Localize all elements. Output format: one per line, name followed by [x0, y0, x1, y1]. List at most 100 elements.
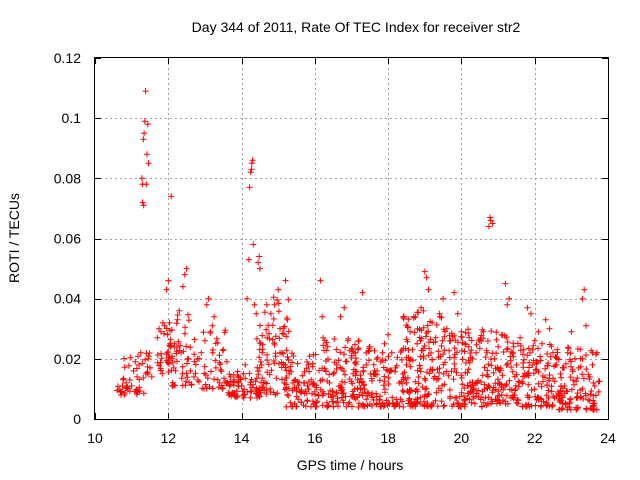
data-point: [429, 367, 436, 374]
data-point: [479, 372, 486, 379]
data-point: [310, 380, 317, 387]
x-tick-label: 20: [454, 430, 470, 446]
data-point: [256, 346, 263, 353]
data-point: [455, 403, 462, 410]
data-point: [211, 376, 217, 383]
data-point: [414, 340, 421, 347]
data-point: [574, 390, 581, 397]
data-point: [540, 378, 546, 385]
data-point: [283, 315, 290, 322]
data-point: [313, 384, 320, 391]
data-point: [179, 370, 186, 377]
data-point: [144, 121, 151, 128]
data-point: [438, 387, 445, 394]
data-point: [276, 335, 283, 342]
data-point: [275, 300, 282, 307]
data-point: [464, 369, 471, 376]
data-point: [354, 346, 361, 353]
data-point: [305, 386, 312, 393]
data-point: [140, 374, 147, 381]
data-point: [148, 373, 155, 380]
data-point: [441, 381, 448, 388]
data-point: [586, 376, 593, 382]
data-point: [325, 391, 332, 398]
data-point: [502, 382, 509, 389]
data-point: [369, 394, 376, 401]
data-point: [163, 351, 170, 358]
data-point: [324, 343, 331, 350]
data-point: [385, 331, 392, 338]
data-point: [194, 377, 201, 383]
data-point: [515, 383, 522, 390]
data-point: [319, 402, 326, 409]
data-point: [240, 370, 247, 377]
data-point: [461, 385, 468, 392]
data-point: [388, 349, 395, 356]
data-point: [488, 396, 495, 403]
data-point: [490, 369, 497, 376]
data-point: [522, 401, 529, 408]
data-point: [400, 345, 407, 352]
data-point: [182, 378, 189, 385]
data-point: [263, 387, 270, 393]
data-point: [400, 388, 407, 395]
data-point: [246, 184, 253, 191]
data-point: [566, 400, 573, 407]
data-point: [277, 349, 283, 356]
data-point: [384, 367, 391, 374]
data-point: [417, 400, 424, 407]
data-point: [337, 349, 344, 356]
data-point: [363, 349, 370, 356]
data-point: [385, 353, 392, 360]
data-point: [333, 366, 340, 372]
data-point: [386, 400, 393, 407]
data-point: [473, 390, 480, 397]
data-point: [535, 345, 541, 352]
y-tick-label: 0.1: [62, 110, 82, 126]
data-point: [446, 347, 453, 354]
data-point: [342, 371, 349, 378]
data-point: [475, 387, 482, 394]
data-point: [568, 386, 575, 393]
data-point: [192, 361, 199, 368]
data-point: [127, 354, 134, 361]
data-point: [174, 312, 181, 318]
data-point: [140, 390, 147, 397]
data-point: [417, 394, 424, 401]
data-point: [435, 354, 442, 361]
data-point: [285, 296, 292, 303]
data-point: [585, 371, 592, 378]
y-tick-label: 0: [73, 411, 81, 427]
data-points: [114, 88, 603, 413]
data-point: [374, 354, 381, 361]
data-point: [121, 355, 127, 362]
data-point: [252, 378, 259, 385]
data-point: [140, 202, 147, 209]
data-point: [284, 391, 291, 398]
data-point: [424, 322, 431, 329]
data-point: [478, 379, 484, 385]
y-tick-label: 0.08: [54, 170, 81, 186]
data-point: [273, 375, 280, 382]
data-point: [441, 402, 448, 409]
data-point: [403, 379, 410, 386]
y-tick-label: 0.04: [54, 291, 81, 307]
data-point: [574, 375, 581, 381]
data-point: [488, 362, 495, 369]
data-point: [235, 373, 242, 380]
data-point: [549, 402, 556, 409]
data-point: [461, 397, 468, 404]
data-point: [305, 361, 312, 368]
data-point: [498, 381, 505, 388]
data-point: [520, 364, 527, 371]
data-point: [502, 280, 509, 287]
data-point: [206, 384, 213, 390]
data-point: [257, 322, 263, 329]
data-point: [124, 384, 131, 390]
data-point: [558, 383, 565, 390]
data-point: [389, 400, 396, 407]
data-point: [418, 347, 425, 354]
data-point: [465, 330, 472, 337]
data-point: [340, 390, 347, 397]
data-point: [544, 382, 551, 389]
